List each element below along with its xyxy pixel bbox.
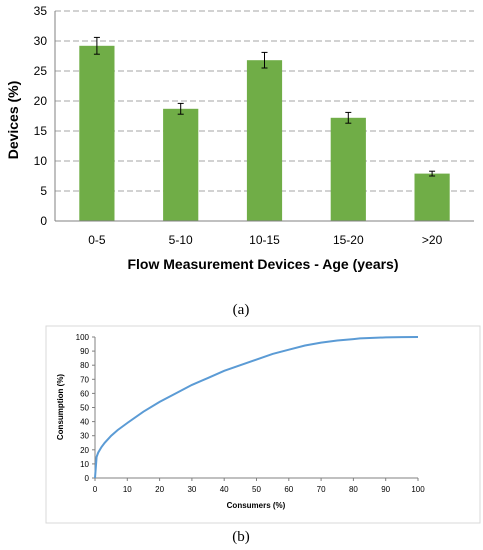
chart-a-error-bar (177, 102, 184, 115)
chart-b-y-tick-label: 50 (80, 404, 89, 413)
chart-b-x-tick-label: 10 (123, 485, 132, 494)
chart-a-y-axis-title: Devices (%) (5, 81, 21, 160)
chart-a-error-bar (345, 111, 352, 124)
chart-b-y-tick-label: 20 (80, 446, 89, 455)
chart-b-y-tick-label: 80 (80, 361, 89, 370)
chart-a: 0 5 10 15 20 25 30 35 0-5 5-10 10-15 15-20 >20 Devi… (5, 4, 474, 318)
chart-b-x-tick-label: 20 (155, 485, 164, 494)
chart-a-caption: (a) (233, 302, 250, 318)
chart-b-border (45, 325, 481, 524)
chart-b-x-tick-label: 0 (93, 485, 98, 494)
chart-a-x-tick-label: >20 (422, 233, 443, 247)
chart-b-y-ticks: 0 10 20 30 40 50 60 70 80 90 100 (76, 333, 95, 483)
chart-a-x-tick-label: 15-20 (333, 233, 364, 247)
chart-a-x-ticks: 0-5 5-10 10-15 15-20 >20 (88, 233, 442, 247)
chart-b-x-tick-label: 80 (349, 485, 358, 494)
chart-a-bar (246, 60, 283, 222)
chart-a-x-tick-label: 5-10 (169, 233, 193, 247)
chart-a-y-tick-label: 5 (40, 184, 47, 198)
chart-a-bars (79, 45, 450, 222)
chart-a-y-ticks: 0 5 10 15 20 25 30 35 (34, 4, 48, 228)
chart-b-y-tick-label: 60 (80, 389, 89, 398)
chart-b-y-tick-label: 40 (80, 418, 89, 427)
chart-b-y-tick-label: 0 (85, 474, 90, 483)
chart-b-x-ticks: 0 10 20 30 40 50 60 70 80 90 100 (93, 478, 425, 494)
chart-b-series-line (94, 336, 419, 479)
chart-b-x-tick-label: 40 (220, 485, 229, 494)
chart-a-y-tick-label: 30 (34, 34, 48, 48)
chart-b-y-tick-label: 90 (80, 347, 89, 356)
chart-a-y-tick-label: 20 (34, 94, 48, 108)
chart-a-y-tick-label: 35 (34, 4, 48, 18)
chart-a-x-axis-title: Flow Measurement Devices - Age (years) (127, 256, 398, 272)
chart-b-x-tick-label: 30 (187, 485, 196, 494)
chart-a-axes (54, 11, 474, 222)
chart-b-axes (94, 337, 418, 479)
chart-a-y-tick-label: 10 (34, 154, 48, 168)
chart-a-bar (79, 45, 115, 221)
chart-a-y-tick-label: 25 (34, 64, 48, 78)
chart-b-y-tick-label: 100 (76, 333, 90, 342)
chart-b-x-tick-label: 60 (284, 485, 293, 494)
chart-a-error-bars (93, 36, 436, 177)
chart-a-error-bar (429, 170, 436, 177)
chart-b-caption: (b) (232, 529, 250, 545)
chart-a-x-tick-label: 10-15 (249, 233, 280, 247)
chart-b-x-tick-label: 50 (252, 485, 261, 494)
chart-b: 0 10 20 30 40 50 60 70 80 90 100 0 10 20 30 40 50 60 70 80… (45, 325, 481, 545)
chart-a-bar (163, 108, 199, 221)
chart-b-x-tick-label: 90 (381, 485, 390, 494)
chart-a-error-bar (261, 51, 268, 69)
chart-b-x-tick-label: 70 (317, 485, 326, 494)
chart-a-x-tick-label: 0-5 (88, 233, 106, 247)
chart-b-y-tick-label: 70 (80, 375, 89, 384)
chart-b-y-tick-label: 30 (80, 432, 89, 441)
chart-a-y-tick-label: 15 (34, 124, 48, 138)
chart-b-x-axis-title: Consumers (%) (227, 501, 286, 510)
chart-b-y-tick-label: 10 (80, 460, 89, 469)
chart-a-bar (330, 117, 366, 221)
chart-a-bar (414, 173, 450, 221)
chart-a-y-tick-label: 0 (40, 214, 47, 228)
chart-a-error-bar (93, 36, 100, 55)
chart-b-y-axis-title: Consumption (%) (56, 374, 65, 441)
chart-b-x-tick-label: 100 (411, 485, 425, 494)
